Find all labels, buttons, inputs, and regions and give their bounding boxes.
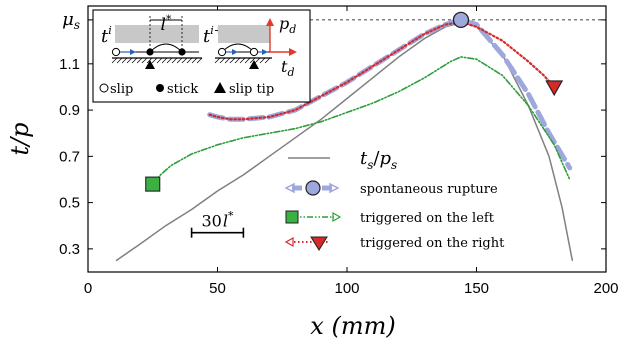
inset-stick-node-left-b [178, 48, 186, 56]
inset-legend-stick-icon [156, 84, 164, 92]
inset-slip-arrowhead-right-b [262, 49, 268, 55]
y-tick-label-0.5: 0.5 [59, 195, 80, 212]
x-tick-label-200: 200 [593, 280, 618, 297]
y-tick-label-0.7: 0.7 [59, 148, 80, 165]
hatch-stroke [166, 57, 173, 64]
legend-label-ts-ps: ts/ps [360, 148, 397, 172]
hatch-stroke [229, 57, 236, 64]
inset-legend-slip-tip-icon [214, 82, 226, 93]
legend-label-left: triggered on the left [360, 211, 495, 226]
hatch-stroke [224, 57, 231, 64]
hatch-stroke [259, 57, 266, 64]
legend-marker-spontaneous [305, 180, 321, 196]
hatch-stroke [131, 57, 138, 64]
inset-block-right [218, 25, 270, 43]
inset-length-label: l* [161, 13, 172, 35]
inset-hatching-right [214, 57, 271, 64]
inset-slip-node-left [111, 47, 121, 57]
scale-bar-label: 30l* [202, 210, 234, 231]
y-axis-label: t/p [6, 122, 34, 155]
inset-slip-arrowhead-right-a [232, 49, 238, 55]
x-axis-ticks: 0 50 100 150 200 [84, 6, 619, 297]
inset-slip-tip-left [145, 60, 155, 69]
inset-legend-slip-icon [99, 83, 109, 93]
inset-slip-arrowhead-left [130, 49, 136, 55]
series-marker-1 [452, 11, 470, 29]
inset-p-arrowhead [266, 18, 274, 26]
hatch-stroke [254, 57, 261, 64]
hatch-stroke [181, 57, 188, 64]
series-marker-2 [145, 176, 161, 192]
hatch-stroke [244, 57, 251, 64]
hatch-stroke [219, 57, 226, 64]
inset-legend-slip-tip-label: slip tip [229, 82, 274, 97]
hatch-stroke [116, 57, 123, 64]
y-tick-label-0.9: 0.9 [59, 102, 80, 119]
hatch-stroke [186, 57, 193, 64]
inset-slip-tip-right [249, 60, 259, 69]
series-line-3 [208, 21, 556, 121]
legend-arrow-right-spontaneous [329, 182, 340, 194]
y-tick-label-mu-s: μs [62, 9, 80, 32]
legend-marker-left [285, 210, 299, 224]
inset-time-left: ti [101, 24, 112, 47]
inset-schematic: ti l* ti+1 pd td [92, 9, 311, 103]
x-tick-label-100: 100 [334, 280, 359, 297]
hatch-stroke [176, 57, 183, 64]
legend-label-spontaneous: spontaneous rupture [360, 182, 498, 197]
x-axis-label: x (mm) [310, 312, 395, 340]
hatch-stroke [264, 57, 271, 64]
inset-slip-node-right [217, 47, 227, 57]
hatch-stroke [141, 57, 148, 64]
y-tick-label-0.3: 0.3 [59, 241, 80, 258]
hatch-stroke [121, 57, 128, 64]
scale-bar: 30l* [190, 210, 245, 238]
hatch-stroke [214, 57, 221, 64]
series-marker-3 [545, 80, 564, 97]
inset-stick-node-left-a [146, 48, 154, 56]
hatch-stroke [249, 57, 256, 64]
hatch-stroke [171, 57, 178, 64]
hatch-stroke [196, 57, 203, 64]
x-tick-label-0: 0 [84, 280, 92, 297]
inset-hatching-left [111, 57, 203, 64]
inset-legend-slip-label: slip [110, 82, 133, 97]
hatch-stroke [191, 57, 198, 64]
y-tick-label-1.1: 1.1 [59, 56, 80, 73]
x-tick-label-50: 50 [209, 280, 226, 297]
y-axis-ticks: 0.3 0.5 0.7 0.9 1.1 μs [59, 9, 606, 258]
hatch-stroke [146, 57, 153, 64]
inset-p-label: pd [279, 14, 296, 36]
inset-t-label: td [281, 57, 294, 79]
inset-t-arrowhead [289, 48, 297, 56]
series-line-0 [115, 21, 574, 262]
marker-layer [145, 11, 564, 192]
legend-arrow-left [332, 211, 342, 223]
hatch-stroke [156, 57, 163, 64]
hatch-stroke [234, 57, 241, 64]
legend-marker-right [310, 236, 328, 251]
hatch-stroke [161, 57, 168, 64]
legend: ts/ps spontaneous rupture triggered on t… [284, 148, 505, 251]
legend-arrow-right [284, 236, 294, 248]
hatch-stroke [151, 57, 158, 64]
hatch-stroke [126, 57, 133, 64]
hatch-stroke [111, 57, 118, 64]
legend-label-right: triggered on the right [360, 236, 505, 251]
inset-slip-node-right-b [249, 47, 259, 57]
legend-arrow-left-spontaneous [284, 182, 295, 194]
x-tick-label-150: 150 [464, 280, 489, 297]
inset-block-left [115, 25, 199, 43]
series-layer [115, 17, 574, 262]
hatch-stroke [136, 57, 143, 64]
series-line-2 [152, 56, 571, 185]
hatch-stroke [239, 57, 246, 64]
inset-legend-stick-label: stick [167, 82, 198, 97]
